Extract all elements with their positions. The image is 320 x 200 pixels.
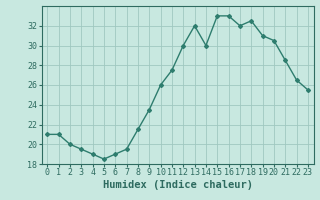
X-axis label: Humidex (Indice chaleur): Humidex (Indice chaleur): [103, 180, 252, 190]
